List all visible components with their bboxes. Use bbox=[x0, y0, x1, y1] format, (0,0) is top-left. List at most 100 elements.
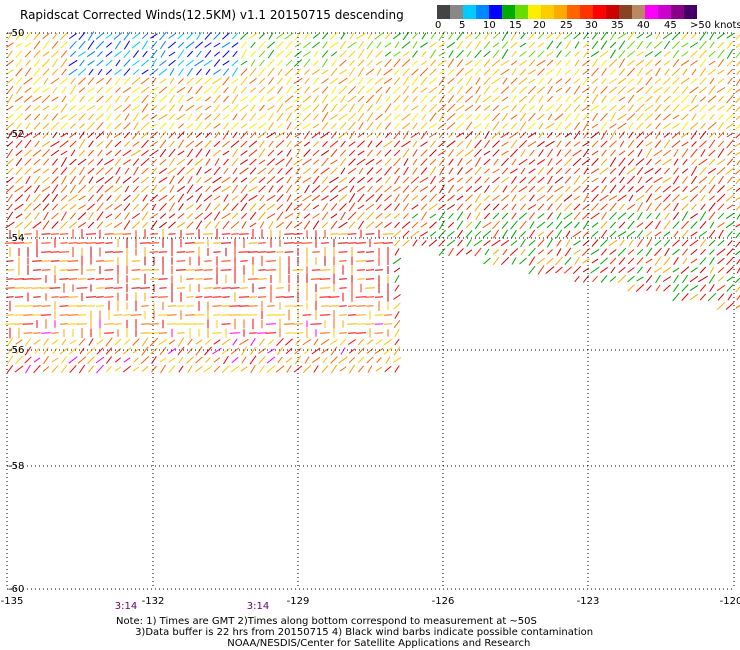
wind-barb bbox=[204, 77, 212, 85]
wind-barb bbox=[402, 51, 410, 57]
wind-barb bbox=[680, 104, 690, 112]
wind-barb bbox=[717, 122, 725, 130]
wind-barb bbox=[601, 149, 607, 157]
wind-barb bbox=[600, 266, 608, 274]
wind-barb bbox=[51, 212, 59, 220]
wind-barb bbox=[231, 42, 239, 48]
wind-barb bbox=[500, 239, 510, 247]
wind-barb bbox=[293, 59, 303, 67]
wind-barb bbox=[6, 193, 14, 203]
wind-barb bbox=[212, 185, 222, 193]
wind-barb bbox=[231, 195, 239, 201]
wind-barb bbox=[338, 77, 348, 85]
wind-barb bbox=[114, 50, 122, 58]
wind-barb bbox=[339, 203, 347, 211]
wind-barb bbox=[159, 139, 167, 149]
wind-barb bbox=[654, 78, 662, 84]
wind-barb bbox=[590, 212, 600, 220]
wind-barb bbox=[689, 293, 699, 301]
wind-barb bbox=[546, 221, 554, 229]
wind-barb bbox=[347, 41, 357, 49]
wind-barb bbox=[375, 60, 383, 66]
wind-barb bbox=[348, 50, 356, 58]
wind-barb bbox=[501, 49, 509, 59]
wind-barb bbox=[114, 158, 122, 166]
wind-barb bbox=[438, 42, 446, 48]
wind-barb bbox=[356, 32, 366, 40]
wind-barb bbox=[645, 76, 653, 86]
wind-barb bbox=[322, 58, 328, 68]
wind-barb bbox=[222, 68, 230, 76]
wind-barb bbox=[60, 132, 68, 138]
wind-barb bbox=[259, 365, 265, 373]
wind-barb bbox=[681, 239, 689, 247]
wind-barb bbox=[464, 68, 474, 76]
wind-barb bbox=[537, 249, 545, 255]
wind-barb bbox=[70, 77, 76, 85]
wind-barb bbox=[221, 176, 231, 184]
wind-barb bbox=[141, 94, 149, 104]
wind-barb bbox=[23, 95, 33, 103]
wind-barb bbox=[464, 149, 474, 157]
wind-barb bbox=[411, 112, 419, 122]
wind-barb bbox=[213, 166, 221, 176]
wind-barb bbox=[439, 184, 445, 194]
wind-barb bbox=[529, 149, 535, 157]
wind-barb bbox=[547, 175, 553, 185]
wind-barb bbox=[384, 213, 392, 219]
wind-barb bbox=[681, 274, 689, 284]
wind-barb bbox=[221, 41, 231, 49]
wind-barb bbox=[537, 166, 545, 176]
legend-label: 25 bbox=[560, 20, 573, 31]
wind-barb bbox=[518, 185, 528, 193]
wind-barb bbox=[673, 167, 679, 175]
wind-barb bbox=[590, 248, 600, 256]
wind-barb bbox=[582, 141, 590, 147]
wind-barb bbox=[357, 193, 365, 203]
wind-barb bbox=[285, 184, 293, 194]
wind-barb bbox=[636, 202, 644, 212]
legend-label: 0 bbox=[435, 20, 442, 31]
wind-barb bbox=[618, 157, 626, 167]
wind-barb bbox=[159, 105, 167, 111]
wind-barb bbox=[22, 323, 34, 325]
wind-barb bbox=[393, 149, 401, 157]
wind-barb bbox=[349, 32, 355, 40]
wind-barb bbox=[13, 242, 25, 244]
wind-barb bbox=[619, 203, 625, 211]
wind-barb bbox=[87, 159, 95, 165]
wind-barb bbox=[698, 176, 708, 184]
wind-barb bbox=[590, 50, 600, 58]
wind-barb bbox=[51, 113, 59, 121]
wind-barb bbox=[536, 257, 546, 265]
wind-barb bbox=[491, 131, 501, 139]
wind-barb bbox=[583, 95, 589, 103]
wind-barb bbox=[618, 166, 626, 176]
wind-barb bbox=[627, 59, 635, 67]
wind-barb bbox=[195, 148, 203, 158]
wind-barb bbox=[662, 185, 672, 193]
wind-barb bbox=[158, 113, 168, 121]
wind-barb bbox=[662, 276, 672, 282]
wind-barb bbox=[709, 257, 715, 265]
wind-barb bbox=[439, 158, 445, 166]
wind-barb bbox=[232, 148, 238, 158]
wind-barb bbox=[682, 68, 688, 76]
wind-barb bbox=[241, 113, 247, 121]
wind-barb bbox=[33, 50, 41, 58]
wind-barb bbox=[331, 86, 337, 94]
wind-barb bbox=[348, 364, 356, 374]
wind-barb bbox=[123, 122, 131, 130]
wind-barb bbox=[556, 41, 562, 49]
wind-barb bbox=[708, 60, 716, 66]
legend-swatch bbox=[489, 5, 502, 19]
wind-barb bbox=[556, 239, 562, 247]
wind-barb bbox=[132, 112, 140, 122]
wind-barb bbox=[646, 212, 652, 220]
wind-barb bbox=[663, 51, 671, 57]
wind-barb bbox=[690, 78, 698, 84]
wind-barb bbox=[347, 95, 357, 103]
wind-barb bbox=[583, 50, 589, 58]
wind-barb bbox=[582, 220, 590, 230]
wind-barb bbox=[195, 346, 203, 356]
